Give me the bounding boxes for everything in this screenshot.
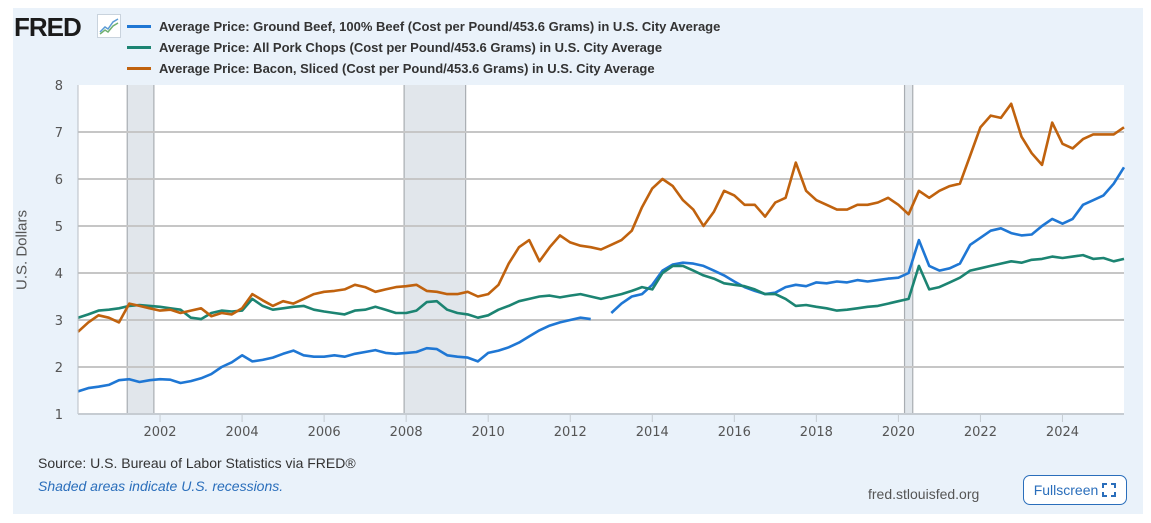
line-chart-icon: [97, 14, 121, 38]
recession-bands: [126, 85, 914, 414]
fullscreen-button[interactable]: Fullscreen: [1023, 475, 1127, 505]
series-line-1: [77, 253, 1125, 321]
x-tick-label: 2006: [308, 425, 341, 440]
x-tick-label: 2018: [800, 425, 833, 440]
x-tick-label: 2020: [882, 425, 915, 440]
fred-logo[interactable]: FRED: [14, 12, 82, 42]
legend-label-bacon: Average Price: Bacon, Sliced (Cost per P…: [159, 61, 655, 76]
y-tick-label: 4: [55, 267, 63, 282]
legend-item-pork-chops[interactable]: Average Price: All Pork Chops (Cost per …: [127, 37, 720, 58]
series-line-2: [77, 102, 1125, 333]
legend-item-ground-beef[interactable]: Average Price: Ground Beef, 100% Beef (C…: [127, 16, 720, 37]
y-tick-label: 3: [55, 314, 63, 329]
x-tick-label: 2004: [226, 425, 259, 440]
legend-swatch-pork-chops: [127, 46, 151, 49]
x-tick-label: 2010: [472, 425, 505, 440]
legend-label-pork-chops: Average Price: All Pork Chops (Cost per …: [159, 40, 663, 55]
site-link[interactable]: fred.stlouisfed.org: [868, 486, 980, 502]
legend-item-bacon[interactable]: Average Price: Bacon, Sliced (Cost per P…: [127, 58, 720, 79]
x-tick-label: 2008: [390, 425, 423, 440]
y-tick-label: 6: [55, 173, 63, 188]
x-tick-label: 2012: [554, 425, 587, 440]
legend-label-ground-beef: Average Price: Ground Beef, 100% Beef (C…: [159, 19, 721, 34]
series-lines: [77, 102, 1126, 393]
x-tick-label: 2014: [636, 425, 669, 440]
legend-swatch-bacon: [127, 67, 151, 70]
series-line-0: [77, 316, 591, 393]
recession-band: [904, 85, 913, 414]
x-tick-label: 2022: [964, 425, 997, 440]
gridlines: [78, 131, 1124, 368]
y-tick-label: 2: [55, 361, 63, 376]
legend-swatch-ground-beef: [127, 25, 151, 28]
x-tick-label: 2016: [718, 425, 751, 440]
x-tick-label: 2024: [1046, 425, 1079, 440]
recession-band: [127, 85, 154, 414]
fullscreen-icon: [1102, 483, 1117, 497]
fullscreen-label: Fullscreen: [1033, 482, 1099, 498]
series-line-0: [610, 166, 1126, 314]
source-text: Source: U.S. Bureau of Labor Statistics …: [38, 455, 356, 471]
y-tick-label: 8: [55, 79, 63, 94]
y-tick-label: 5: [55, 220, 63, 235]
recession-note: Shaded areas indicate U.S. recessions.: [38, 478, 284, 494]
x-tick-label: 2002: [143, 425, 176, 440]
y-tick-label: 1: [55, 408, 63, 423]
y-tick-label: 7: [55, 126, 63, 141]
axes: 1 2 3 4 5 6 7 8 2002 2004 2006 2008 2010 2012 2014 2016…: [55, 79, 1124, 440]
recession-band: [404, 85, 466, 414]
legend: Average Price: Ground Beef, 100% Beef (C…: [127, 16, 720, 79]
